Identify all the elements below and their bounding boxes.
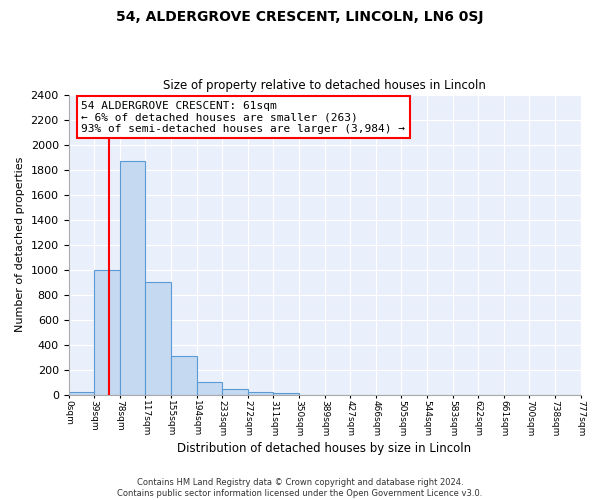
Bar [68, 392, 94, 394]
Y-axis label: Number of detached properties: Number of detached properties [15, 157, 25, 332]
Bar [171, 356, 197, 395]
X-axis label: Distribution of detached houses by size in Lincoln: Distribution of detached houses by size … [178, 442, 472, 455]
Bar [248, 392, 274, 394]
Text: 54 ALDERGROVE CRESCENT: 61sqm
← 6% of detached houses are smaller (263)
93% of s: 54 ALDERGROVE CRESCENT: 61sqm ← 6% of de… [82, 101, 406, 134]
Bar [222, 389, 248, 394]
Bar [94, 270, 120, 394]
Bar [197, 382, 222, 394]
Bar [145, 282, 171, 395]
Text: Contains HM Land Registry data © Crown copyright and database right 2024.
Contai: Contains HM Land Registry data © Crown c… [118, 478, 482, 498]
Title: Size of property relative to detached houses in Lincoln: Size of property relative to detached ho… [163, 79, 486, 92]
Text: 54, ALDERGROVE CRESCENT, LINCOLN, LN6 0SJ: 54, ALDERGROVE CRESCENT, LINCOLN, LN6 0S… [116, 10, 484, 24]
Bar [120, 161, 145, 394]
